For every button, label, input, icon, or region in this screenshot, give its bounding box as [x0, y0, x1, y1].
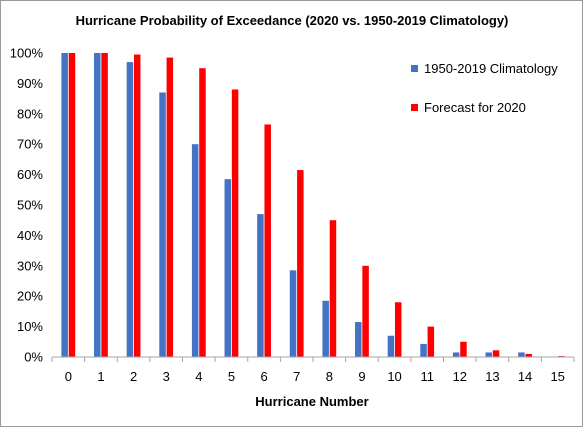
y-tick-label: 20%	[17, 289, 43, 304]
y-tick-label: 60%	[17, 167, 43, 182]
chart-title: Hurricane Probability of Exceedance (202…	[76, 13, 509, 28]
y-tick-label: 0%	[24, 350, 43, 365]
bar-climatology-10	[387, 335, 395, 357]
x-tick-label: 11	[420, 369, 434, 384]
bar-climatology-7	[289, 270, 297, 357]
x-tick-label: 2	[130, 369, 137, 384]
bar-forecast-14	[525, 353, 532, 357]
bar-forecast-10	[394, 302, 402, 357]
bar-forecast-9	[362, 265, 369, 357]
bar-climatology-5	[224, 179, 232, 357]
x-tick-label: 4	[195, 369, 202, 384]
x-tick-label: 8	[326, 369, 333, 384]
bar-climatology-11	[420, 343, 427, 357]
bar-forecast-2	[133, 54, 141, 358]
bar-forecast-13	[492, 350, 500, 357]
y-tick-label: 50%	[17, 198, 43, 213]
bar-climatology-1	[94, 53, 101, 357]
bar-climatology-13	[485, 352, 493, 357]
x-tick-label: 12	[453, 369, 467, 384]
x-tick-label: 0	[65, 369, 72, 384]
legend-label-forecast: Forecast for 2020	[424, 100, 526, 115]
y-tick-label: 90%	[17, 76, 43, 91]
y-tick-label: 40%	[17, 228, 43, 243]
bar-forecast-8	[329, 220, 337, 357]
x-tick-label: 14	[518, 369, 532, 384]
bar-climatology-8	[322, 300, 329, 357]
bar-forecast-1	[101, 53, 108, 357]
bar-climatology-6	[257, 214, 264, 357]
x-axis-label: Hurricane Number	[255, 394, 368, 409]
legend-label-climatology: 1950-2019 Climatology	[424, 61, 558, 76]
bar-climatology-0	[61, 53, 68, 357]
x-tick-label: 15	[550, 369, 564, 384]
x-axis: 0 1 2 3 4 5 6 7 8 9 10 11 12 13 14 15	[51, 356, 575, 384]
bar-forecast-11	[427, 326, 435, 357]
x-tick-label: 13	[485, 369, 499, 384]
y-tick-label: 100%	[10, 46, 44, 61]
bar-climatology-12	[452, 352, 460, 357]
bar-forecast-12	[460, 341, 467, 357]
bars	[61, 53, 565, 358]
bar-climatology-9	[355, 322, 362, 357]
legend: 1950-2019 Climatology Forecast for 2020	[411, 61, 558, 115]
bar-forecast-7	[297, 170, 304, 357]
x-tick-label: 9	[358, 369, 365, 384]
x-tick-label: 1	[97, 369, 104, 384]
x-tick-label: 10	[387, 369, 401, 384]
y-tick-label: 10%	[17, 319, 43, 334]
y-axis: 0% 10% 20% 30% 40% 50% 60% 70% 80% 90% 100%	[10, 46, 44, 365]
bar-forecast-4	[199, 68, 206, 357]
y-tick-label: 80%	[17, 106, 43, 121]
legend-swatch-climatology	[411, 65, 418, 72]
bar-climatology-4	[191, 144, 199, 357]
bar-forecast-3	[166, 57, 174, 358]
bar-climatology-2	[126, 62, 134, 358]
bar-forecast-6	[264, 124, 271, 357]
bar-climatology-3	[159, 92, 166, 358]
y-tick-label: 70%	[17, 137, 43, 152]
x-tick-label: 7	[293, 369, 300, 384]
bar-climatology-14	[518, 352, 525, 357]
legend-swatch-forecast	[411, 104, 418, 111]
x-tick-label: 6	[260, 369, 267, 384]
x-tick-label: 5	[228, 369, 235, 384]
x-tick-label: 3	[163, 369, 170, 384]
bar-forecast-5	[231, 89, 239, 357]
bar-forecast-0	[68, 53, 76, 357]
y-tick-label: 30%	[17, 258, 43, 273]
